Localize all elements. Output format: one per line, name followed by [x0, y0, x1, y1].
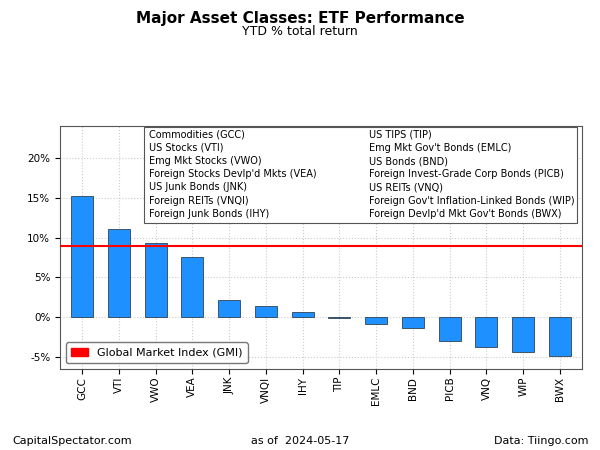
- Bar: [218, 301, 240, 317]
- Bar: [365, 317, 387, 324]
- Bar: [475, 317, 497, 347]
- Bar: [108, 229, 130, 317]
- Bar: [402, 317, 424, 328]
- Text: YTD % total return: YTD % total return: [242, 25, 358, 38]
- Text: US TIPS (TIP)
Emg Mkt Gov't Bonds (EMLC)
US Bonds (BND)
Foreign Invest-Grade Cor: US TIPS (TIP) Emg Mkt Gov't Bonds (EMLC)…: [369, 130, 574, 219]
- Bar: [292, 312, 314, 317]
- Legend: Global Market Index (GMI): Global Market Index (GMI): [65, 342, 248, 364]
- Bar: [145, 243, 167, 317]
- FancyBboxPatch shape: [143, 127, 577, 223]
- Bar: [255, 306, 277, 317]
- Bar: [328, 317, 350, 319]
- Text: CapitalSpectator.com: CapitalSpectator.com: [12, 436, 131, 446]
- Bar: [549, 317, 571, 356]
- Text: Major Asset Classes: ETF Performance: Major Asset Classes: ETF Performance: [136, 11, 464, 26]
- Bar: [181, 257, 203, 317]
- Bar: [71, 196, 93, 317]
- Bar: [439, 317, 461, 341]
- Text: Data: Tiingo.com: Data: Tiingo.com: [493, 436, 588, 446]
- Bar: [512, 317, 534, 352]
- Text: Commodities (GCC)
US Stocks (VTI)
Emg Mkt Stocks (VWO)
Foreign Stocks Devlp'd Mk: Commodities (GCC) US Stocks (VTI) Emg Mk…: [149, 130, 316, 219]
- Text: as of  2024-05-17: as of 2024-05-17: [251, 436, 349, 446]
